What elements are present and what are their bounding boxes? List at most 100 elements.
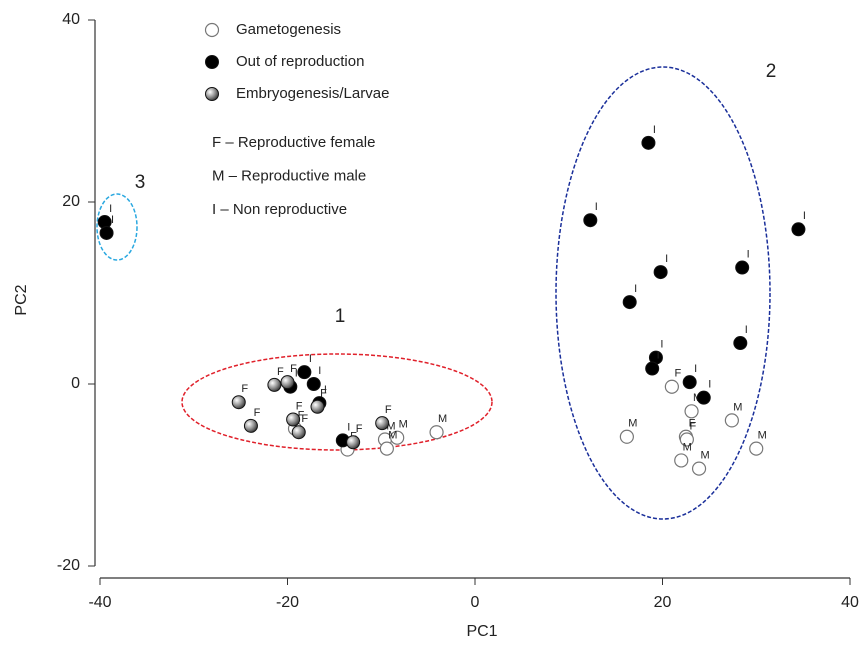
point-label: I xyxy=(747,248,750,260)
point-label: I xyxy=(111,214,114,226)
point-label: I xyxy=(694,363,697,375)
point xyxy=(664,379,679,394)
point xyxy=(679,432,694,447)
point xyxy=(619,429,634,444)
point-label: I xyxy=(708,379,711,391)
point xyxy=(243,418,258,433)
point-label: M xyxy=(628,418,637,430)
point xyxy=(653,265,668,280)
point xyxy=(645,361,660,376)
point-label: F xyxy=(290,363,297,375)
point xyxy=(267,377,282,392)
point-label: F xyxy=(320,388,327,400)
point-label: M xyxy=(438,413,447,425)
point-label: F xyxy=(277,366,284,378)
point-label: M xyxy=(386,420,395,432)
point-label: M xyxy=(388,430,397,442)
point-label: I xyxy=(318,365,321,377)
x-tick-label: -40 xyxy=(88,594,111,611)
point-label: F xyxy=(298,409,305,421)
point xyxy=(291,425,306,440)
cluster-ellipse xyxy=(555,66,771,520)
x-tick-label: -20 xyxy=(276,594,299,611)
point xyxy=(286,412,301,427)
point-label: F xyxy=(301,413,308,425)
point-label: I xyxy=(347,421,350,433)
legend-marker xyxy=(205,55,219,69)
point-label: I xyxy=(309,353,312,365)
y-tick-label: 0 xyxy=(71,375,80,392)
legend-label: Embryogenesis/Larvae xyxy=(236,85,389,102)
point-label: F xyxy=(385,404,392,416)
y-tick-label: 20 xyxy=(62,193,80,210)
x-tick-label: 40 xyxy=(841,594,859,611)
point xyxy=(231,395,246,410)
point xyxy=(306,377,321,391)
point xyxy=(641,135,656,150)
cluster-ellipse xyxy=(96,193,138,261)
legend-label: Gametogenesis xyxy=(236,21,341,38)
point xyxy=(733,336,748,351)
note: M – Reproductive male xyxy=(212,167,366,184)
point xyxy=(682,375,697,390)
point xyxy=(99,225,114,240)
point-label: F xyxy=(690,420,697,432)
point xyxy=(622,295,637,310)
point-label: I xyxy=(745,324,748,336)
point-label: I xyxy=(595,201,598,213)
point xyxy=(310,399,325,414)
y-tick-label: -20 xyxy=(57,557,80,574)
point-label: I xyxy=(660,339,663,351)
legend-marker xyxy=(205,87,219,101)
point-label: F xyxy=(296,400,303,412)
cluster-label: 2 xyxy=(766,61,777,82)
y-tick-label: 40 xyxy=(62,11,80,28)
point-label: F xyxy=(254,407,261,419)
point xyxy=(379,441,394,456)
point xyxy=(429,425,444,440)
point xyxy=(724,413,739,428)
cluster-label: 1 xyxy=(335,306,346,327)
point-label: M xyxy=(758,430,767,442)
x-tick-label: 0 xyxy=(471,594,480,611)
cluster-ellipse xyxy=(181,353,493,451)
point xyxy=(691,461,707,476)
point-label: I xyxy=(665,253,668,265)
point xyxy=(791,222,806,237)
point-label: M xyxy=(700,450,709,462)
point xyxy=(749,441,764,456)
point xyxy=(583,213,598,228)
point xyxy=(684,404,699,419)
point xyxy=(674,453,689,468)
x-axis-label: PC1 xyxy=(466,623,497,640)
point-label: F xyxy=(241,383,248,395)
point xyxy=(390,430,405,445)
point xyxy=(696,390,711,405)
note: F – Reproductive female xyxy=(212,134,375,151)
point xyxy=(297,365,312,380)
point-label: M xyxy=(399,419,408,431)
point-label: F xyxy=(675,368,682,380)
point xyxy=(280,375,295,390)
point-label: I xyxy=(803,210,806,222)
point-label: M xyxy=(733,401,742,413)
point-label: F xyxy=(689,418,696,430)
point-label: F xyxy=(356,423,363,435)
point-label: I xyxy=(295,368,298,380)
point-label: I xyxy=(109,203,112,215)
y-axis-label: PC2 xyxy=(13,284,30,315)
point xyxy=(346,435,361,450)
cluster-label: 3 xyxy=(135,172,146,193)
point-label: I xyxy=(634,283,637,295)
point-label: I xyxy=(324,384,327,396)
point-label: I xyxy=(653,124,656,136)
point xyxy=(375,416,390,431)
x-tick-label: 20 xyxy=(654,594,672,611)
point xyxy=(735,260,750,275)
point-label: M xyxy=(683,441,692,453)
legend-label: Out of reproduction xyxy=(236,53,364,70)
legend-marker xyxy=(204,22,220,38)
note: I – Non reproductive xyxy=(212,201,347,218)
point-label: I xyxy=(657,349,660,361)
